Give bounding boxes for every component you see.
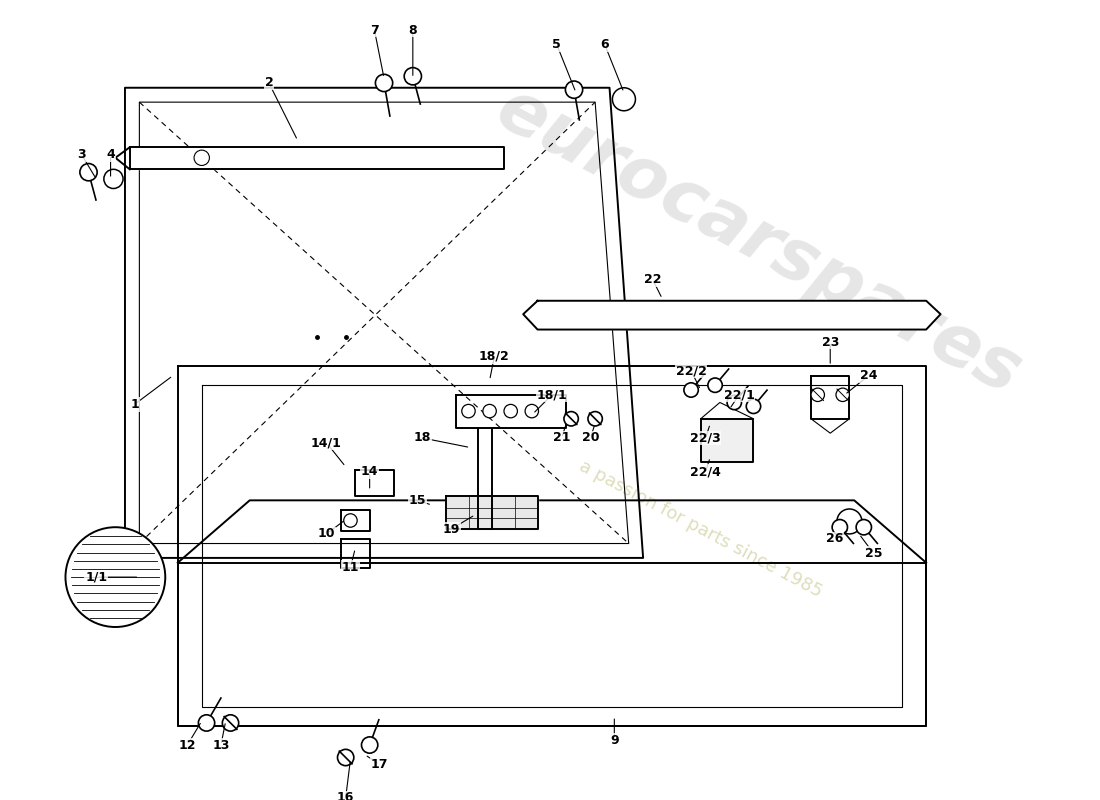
Text: 4: 4 <box>107 149 116 162</box>
Circle shape <box>483 404 496 418</box>
Circle shape <box>564 411 579 426</box>
Polygon shape <box>130 147 504 170</box>
Text: 14: 14 <box>361 465 378 478</box>
Polygon shape <box>701 418 754 462</box>
Circle shape <box>565 81 583 98</box>
Circle shape <box>222 714 239 731</box>
Circle shape <box>338 750 354 766</box>
Text: 22/1: 22/1 <box>724 388 755 402</box>
Text: 22/3: 22/3 <box>690 431 721 445</box>
Text: 19: 19 <box>442 522 460 536</box>
Text: 26: 26 <box>826 532 844 546</box>
Text: 25: 25 <box>865 546 882 560</box>
Circle shape <box>462 404 475 418</box>
Text: 3: 3 <box>77 149 86 162</box>
Circle shape <box>362 737 377 753</box>
Text: 22/4: 22/4 <box>690 465 721 478</box>
Circle shape <box>375 74 393 91</box>
Text: 10: 10 <box>318 527 336 541</box>
Circle shape <box>504 404 517 418</box>
Circle shape <box>811 388 825 402</box>
Text: 8: 8 <box>408 24 417 37</box>
Circle shape <box>587 411 603 426</box>
Text: 18/1: 18/1 <box>537 388 568 402</box>
Text: 13: 13 <box>212 738 230 751</box>
Text: 15: 15 <box>409 494 427 507</box>
Circle shape <box>525 404 539 418</box>
Text: 14/1: 14/1 <box>311 436 342 450</box>
Text: 7: 7 <box>370 24 378 37</box>
Circle shape <box>80 163 97 181</box>
Circle shape <box>613 88 636 110</box>
Circle shape <box>856 519 871 535</box>
Circle shape <box>198 714 214 731</box>
Text: 12: 12 <box>178 738 196 751</box>
Text: a passion for parts since 1985: a passion for parts since 1985 <box>576 457 825 601</box>
Text: 11: 11 <box>342 561 360 574</box>
Text: 9: 9 <box>610 734 618 746</box>
Circle shape <box>832 519 847 535</box>
Text: 23: 23 <box>822 335 839 349</box>
Text: 16: 16 <box>337 791 354 800</box>
Text: 18/2: 18/2 <box>478 350 509 363</box>
Circle shape <box>708 378 723 392</box>
Text: 17: 17 <box>371 758 388 770</box>
Text: 5: 5 <box>552 38 561 51</box>
Text: 6: 6 <box>601 38 609 51</box>
Text: 20: 20 <box>582 431 600 445</box>
Circle shape <box>66 527 165 627</box>
Polygon shape <box>447 495 538 529</box>
Text: 22/2: 22/2 <box>675 364 706 378</box>
Circle shape <box>194 150 209 166</box>
Text: 21: 21 <box>553 431 570 445</box>
Text: 24: 24 <box>860 369 878 382</box>
Circle shape <box>727 395 741 410</box>
Circle shape <box>103 170 123 189</box>
Text: 1/1: 1/1 <box>85 570 107 584</box>
Circle shape <box>343 514 358 527</box>
Circle shape <box>684 383 699 397</box>
Polygon shape <box>524 301 940 330</box>
Text: 2: 2 <box>264 77 273 90</box>
Text: eurocarspares: eurocarspares <box>484 74 1032 409</box>
Circle shape <box>836 388 849 402</box>
Text: 22: 22 <box>644 273 661 286</box>
Text: 18: 18 <box>414 431 431 445</box>
Circle shape <box>746 399 761 414</box>
Text: 1: 1 <box>130 398 139 411</box>
Circle shape <box>404 67 421 85</box>
Circle shape <box>837 509 862 534</box>
